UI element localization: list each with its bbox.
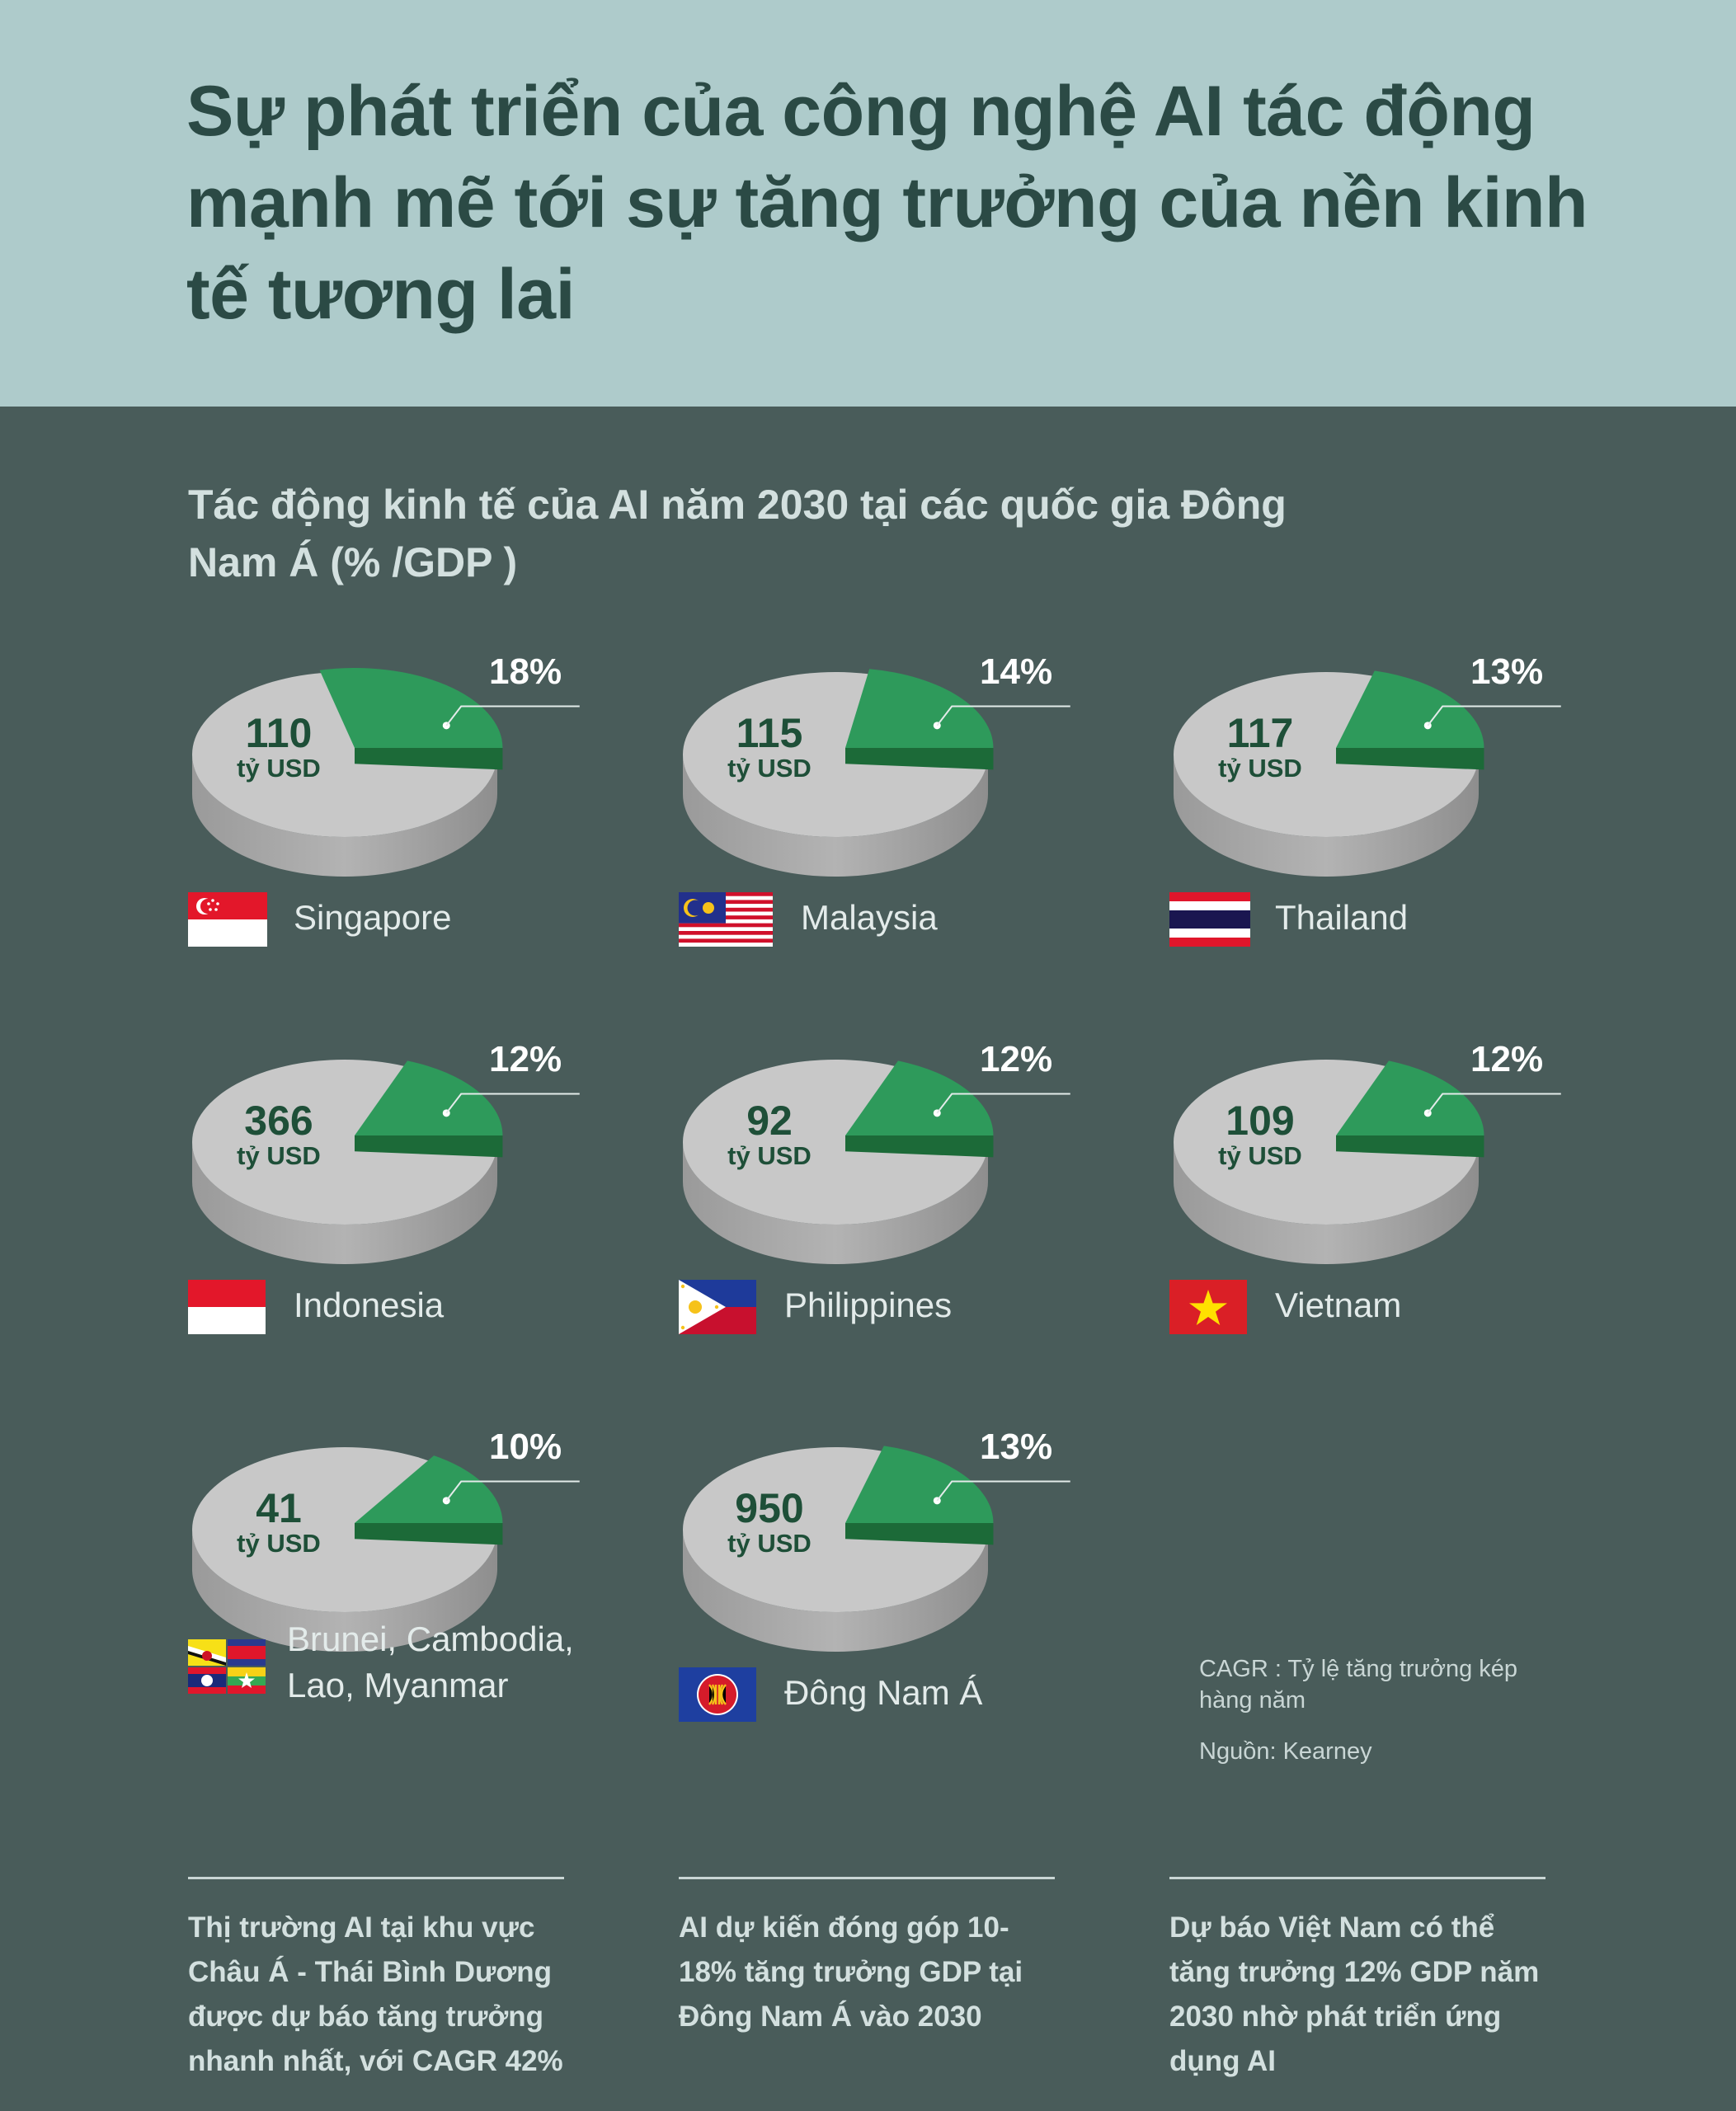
country-name: Singapore	[294, 898, 452, 937]
country-card: 117 tỷ USD 13% Thailand	[1169, 635, 1565, 990]
country-card: 950 tỷ USD 13% Đông Nam Á	[679, 1410, 1075, 1765]
pie-chart-3d	[683, 1446, 1070, 1652]
country-name: Indonesia	[294, 1286, 445, 1324]
pie-chart-3d	[683, 669, 1070, 877]
asean-flag-icon	[679, 1667, 756, 1726]
fact-text: AI dự kiến đóng góp 10-18% tăng trưởng G…	[679, 1911, 1023, 2033]
amount-value: 41	[256, 1485, 302, 1531]
fact-text: Thị trường AI tại khu vực Châu Á - Thái …	[188, 1911, 563, 2077]
pie-chart-3d	[1174, 1060, 1561, 1264]
amount-unit: tỷ USD	[727, 1529, 812, 1558]
amount-unit: tỷ USD	[237, 754, 321, 783]
amount-unit: tỷ USD	[237, 1141, 321, 1170]
pie-chart-3d	[1174, 670, 1561, 877]
percent-label: 13%	[1470, 651, 1544, 692]
country-card: 110 tỷ USD 18% Singapore	[188, 635, 584, 990]
percent-label: 12%	[980, 1039, 1053, 1079]
country-card: 115 tỷ USD 14% Malaysia	[679, 635, 1075, 990]
amount-label: 115 tỷ USD	[695, 712, 844, 783]
amount-label: 950 tỷ USD	[695, 1487, 844, 1558]
country-card: 41 tỷ USD 10% Brunei, Cambodia, Lao, Myan…	[188, 1410, 584, 1765]
vietnam-flag-icon	[1169, 1280, 1247, 1338]
country-card: 366 tỷ USD 12% Indonesia	[188, 1023, 584, 1377]
brunei-cambodia-lao-myanmar-flags-icon	[188, 1639, 266, 1698]
amount-unit: tỷ USD	[727, 1141, 812, 1170]
cagr-note: CAGR : Tỷ lệ tăng trưởng kép hàng năm	[1199, 1656, 1518, 1714]
country-card: 109 tỷ USD 12% Vietnam	[1169, 1023, 1565, 1377]
pie-chart-3d	[192, 1060, 580, 1264]
divider	[188, 1877, 564, 1879]
amount-label: 110 tỷ USD	[205, 712, 353, 783]
amount-label: 366 tỷ USD	[205, 1099, 353, 1170]
country-name: Brunei, Cambodia, Lao, Myanmar	[287, 1620, 574, 1704]
fact-vietnam-forecast: Dự báo Việt Nam có thể tăng trưởng 12% G…	[1169, 1877, 1547, 2084]
amount-unit: tỷ USD	[237, 1529, 321, 1558]
amount-unit: tỷ USD	[727, 754, 812, 783]
singapore-flag-icon	[188, 892, 267, 951]
percent-label: 12%	[489, 1039, 562, 1079]
amount-value: 366	[244, 1098, 313, 1144]
fact-apac-market: Thị trường AI tại khu vực Châu Á - Thái …	[188, 1877, 566, 2084]
pie-chart-3d	[192, 1447, 580, 1652]
amount-value: 109	[1226, 1098, 1295, 1144]
indonesia-flag-icon	[188, 1280, 266, 1338]
notes: CAGR : Tỷ lệ tăng trưởng kép hàng năm Ng…	[1199, 1653, 1545, 1767]
percent-label: 13%	[980, 1427, 1053, 1467]
amount-label: 41 tỷ USD	[205, 1487, 353, 1558]
divider	[679, 1877, 1055, 1879]
pie-chart-3d	[192, 668, 580, 877]
amount-value: 110	[245, 710, 313, 756]
country-name: Đông Nam Á	[784, 1673, 983, 1712]
country-name: Vietnam	[1275, 1286, 1402, 1324]
percent-label: 10%	[489, 1427, 562, 1467]
fact-gdp-contribution: AI dự kiến đóng góp 10-18% tăng trưởng G…	[679, 1877, 1056, 2039]
philippines-flag-icon	[679, 1280, 756, 1338]
amount-unit: tỷ USD	[1218, 754, 1302, 783]
amount-value: 115	[736, 710, 803, 756]
amount-label: 109 tỷ USD	[1186, 1099, 1334, 1170]
country-name: Malaysia	[801, 898, 938, 937]
percent-label: 18%	[489, 651, 562, 692]
fact-text: Dự báo Việt Nam có thể tăng trưởng 12% G…	[1169, 1911, 1540, 2077]
amount-label: 117 tỷ USD	[1186, 712, 1334, 783]
malaysia-flag-icon	[679, 892, 773, 951]
amount-unit: tỷ USD	[1218, 1141, 1302, 1170]
amount-label: 92 tỷ USD	[695, 1099, 844, 1170]
chart-subtitle: Tác động kinh tế của AI năm 2030 tại các…	[188, 482, 1287, 585]
country-name: Thailand	[1275, 898, 1409, 937]
amount-value: 950	[735, 1485, 804, 1531]
header-band: Sự phát triển của công nghệ AI tác động …	[0, 0, 1736, 407]
page-title: Sự phát triển của công nghệ AI tác động …	[186, 72, 1588, 334]
country-name: Philippines	[784, 1286, 953, 1324]
thailand-flag-icon	[1169, 892, 1250, 951]
pie-chart-3d	[683, 1060, 1070, 1264]
source-note: Nguồn: Kearney	[1199, 1738, 1372, 1765]
percent-label: 12%	[1470, 1039, 1544, 1079]
amount-value: 92	[746, 1098, 793, 1144]
amount-value: 117	[1226, 710, 1294, 756]
percent-label: 14%	[980, 651, 1053, 692]
country-card: 92 tỷ USD 12% Philippines	[679, 1023, 1075, 1377]
divider	[1169, 1877, 1545, 1879]
